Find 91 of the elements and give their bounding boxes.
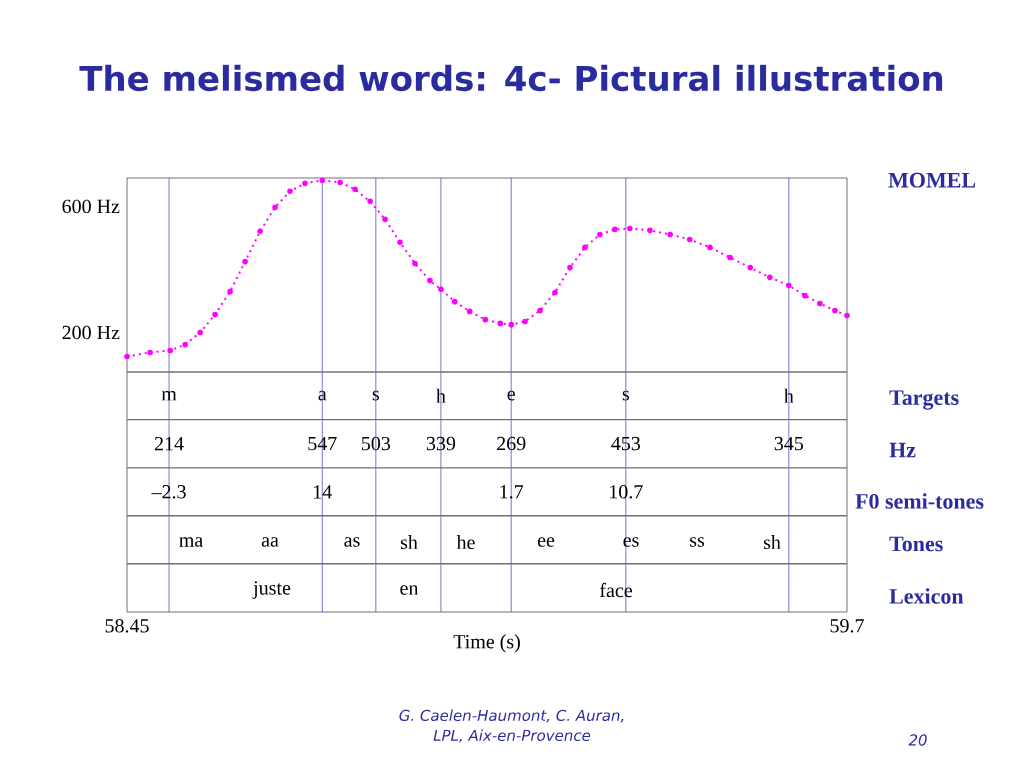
point <box>337 179 343 186</box>
point <box>686 236 693 243</box>
annotation: es <box>623 537 639 547</box>
point <box>844 312 850 319</box>
point <box>272 204 278 211</box>
point <box>582 244 588 251</box>
point <box>727 254 733 261</box>
annotation: ma <box>179 537 203 547</box>
annotation: m <box>161 390 177 401</box>
point <box>182 341 188 348</box>
text: Hz <box>889 442 916 458</box>
annotation: 269 <box>497 436 526 451</box>
annotation: h <box>784 388 794 403</box>
annotation: e <box>507 390 515 401</box>
point <box>167 347 173 354</box>
point <box>597 231 603 238</box>
annotation: 453 <box>611 436 641 451</box>
point <box>302 180 308 187</box>
text: Targets <box>889 390 959 410</box>
point <box>627 225 633 232</box>
annotation: h <box>436 388 446 403</box>
text: 20 <box>908 734 927 746</box>
point <box>319 177 326 184</box>
annotation: en <box>400 585 419 595</box>
annotation: 345 <box>774 436 804 451</box>
annotation: 10.7 <box>610 485 643 499</box>
annotation: he <box>456 534 475 550</box>
annotation: 547 <box>308 436 337 451</box>
text: MOMEL <box>888 172 976 188</box>
point <box>352 186 358 193</box>
point <box>124 353 130 360</box>
annotation: sh <box>400 534 418 550</box>
annotation: juste <box>252 581 291 599</box>
annotation: 503 <box>362 436 391 451</box>
point <box>147 349 153 356</box>
annotation: as <box>344 537 360 547</box>
annotation: 14 <box>314 485 332 499</box>
point <box>817 300 823 307</box>
y-tick-label: 600 Hz <box>62 199 120 214</box>
point <box>397 239 403 246</box>
point <box>227 288 233 295</box>
annotation: s <box>372 390 379 401</box>
annotation: sh <box>763 534 781 550</box>
text: Lexicon <box>889 588 964 604</box>
point <box>647 227 653 234</box>
point <box>552 289 558 296</box>
point <box>767 274 773 281</box>
annotation: aa <box>261 537 279 547</box>
point <box>522 318 528 325</box>
point <box>427 277 433 284</box>
point <box>242 258 248 265</box>
x-tick-label: 59.7 <box>830 619 864 633</box>
annotation: ss <box>690 537 705 547</box>
text: Tones <box>889 536 943 552</box>
point <box>747 264 754 271</box>
point <box>466 308 473 315</box>
annotation: face <box>599 582 632 598</box>
annotation: 339 <box>426 436 456 451</box>
point <box>412 260 418 267</box>
y-tick-label: 200 Hz <box>62 325 120 340</box>
annotation: 1.7 <box>500 485 524 499</box>
point <box>382 216 388 223</box>
point <box>612 226 618 233</box>
point <box>451 298 458 305</box>
annotation: a <box>318 390 327 401</box>
point <box>567 264 573 271</box>
point <box>802 292 808 299</box>
point <box>537 307 543 314</box>
point <box>212 311 218 318</box>
point <box>707 244 713 251</box>
text: G. Caelen-Haumont, C. Auran, <box>399 709 624 723</box>
point <box>438 286 444 293</box>
text: F0 semi-tones <box>855 493 984 509</box>
point <box>367 198 373 205</box>
x-axis-title: Time (s) <box>453 634 520 653</box>
point <box>508 321 514 328</box>
point <box>497 320 504 327</box>
x-tick-label: 58.45 <box>105 619 149 633</box>
point <box>482 316 489 323</box>
text: LPL, Aix-en-Provence <box>433 729 591 743</box>
point <box>287 188 293 195</box>
point <box>667 231 673 238</box>
annotation: 214 <box>154 436 184 451</box>
point <box>257 228 263 235</box>
point <box>832 307 838 314</box>
point <box>786 282 792 289</box>
annotation: –2.3 <box>151 485 186 499</box>
point <box>197 329 203 336</box>
annotation: ee <box>537 537 555 547</box>
chart-title: The melismed words: 4c- Pictural illustration <box>79 64 943 92</box>
annotation: s <box>622 390 629 401</box>
